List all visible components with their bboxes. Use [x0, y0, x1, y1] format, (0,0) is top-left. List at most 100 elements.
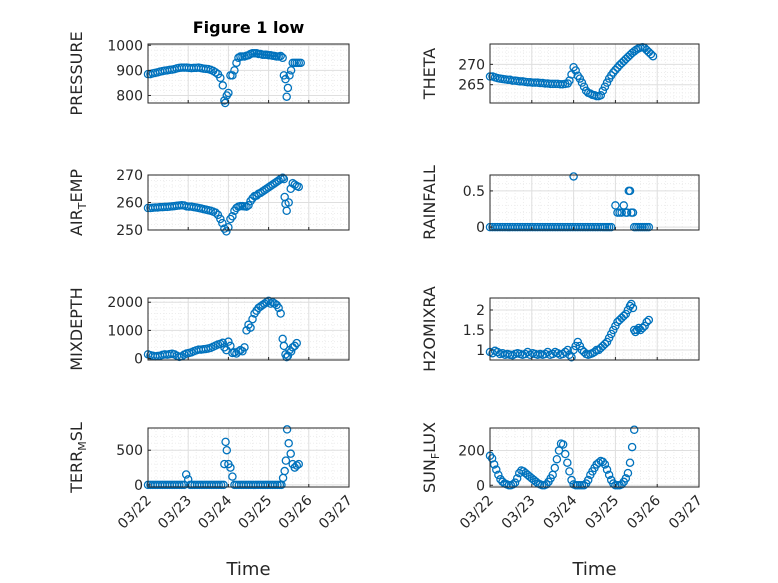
data-point: [596, 91, 606, 100]
data-point: [602, 465, 612, 474]
y-axis-label: AIRTEMP: [67, 169, 89, 236]
y-tick-label: 265: [458, 78, 485, 94]
data-point: [281, 456, 291, 465]
data-point: [232, 203, 241, 213]
subplot-air: 250 260 270 AIRTEMP: [67, 168, 350, 239]
data-point: [280, 466, 289, 476]
data-point: [558, 440, 568, 449]
data-point: [278, 173, 287, 182]
data-point: [284, 198, 293, 207]
data-point: [266, 299, 275, 308]
data-point: [216, 214, 225, 224]
data-point: [494, 470, 503, 480]
data-point: [646, 49, 656, 59]
data-point: [627, 299, 636, 309]
data-point: [569, 345, 578, 355]
data-point: [246, 323, 255, 332]
data-point: [552, 454, 562, 464]
subplot-rainfall: 0 0.5 RAINFALL: [420, 165, 700, 240]
data-point: [623, 468, 633, 478]
data-point: [224, 337, 233, 346]
data-point: [244, 200, 253, 210]
y-tick-label: 200: [458, 444, 485, 460]
axes-box: [489, 297, 700, 361]
data-point: [279, 174, 289, 184]
data-point: [294, 459, 303, 469]
data-point: [183, 475, 193, 484]
data-point: [224, 222, 233, 232]
data-point: [181, 470, 191, 479]
data-point: [604, 333, 614, 343]
data-point: [625, 186, 635, 196]
y-tick-label: 0: [134, 352, 143, 368]
data-point: [579, 481, 589, 490]
data-point: [563, 458, 572, 467]
axes-box: [147, 43, 350, 104]
y-tick-label: 0: [476, 478, 485, 494]
x-axis-label-left: Time: [225, 559, 270, 580]
data-point: [221, 437, 230, 447]
data-point: [577, 78, 587, 87]
data-point: [550, 463, 560, 473]
data-point: [573, 337, 583, 347]
data-point: [234, 53, 243, 63]
data-point: [621, 309, 631, 319]
y-axis-label: THETA: [420, 48, 439, 100]
data-point: [602, 337, 612, 347]
data-point: [628, 208, 638, 217]
data-point: [242, 202, 251, 211]
data-point: [606, 222, 616, 232]
data-point: [218, 81, 228, 90]
data-point: [211, 208, 220, 217]
data-point: [617, 480, 626, 489]
data-point: [294, 182, 303, 192]
data-point: [214, 480, 224, 490]
y-tick-label: 0: [476, 220, 485, 236]
data-point: [228, 71, 237, 80]
data-point: [232, 58, 241, 68]
data-point: [213, 210, 223, 220]
data-point: [609, 325, 618, 335]
data-point: [644, 315, 654, 325]
data-point: [542, 480, 551, 489]
data-point: [629, 325, 639, 335]
data-point: [278, 53, 287, 63]
data-point: [286, 449, 295, 458]
data-point: [211, 68, 220, 77]
data-point: [296, 58, 306, 68]
y-tick-label: 250: [116, 223, 143, 239]
data-point: [569, 172, 578, 181]
data-point: [290, 180, 299, 189]
data-point: [575, 341, 585, 351]
data-point: [222, 445, 232, 455]
data-point: [248, 314, 257, 324]
y-tick-label: 500: [116, 443, 143, 459]
y-axis-label: PRESSURE: [67, 31, 86, 115]
x-axis-label-right: Time: [571, 559, 616, 580]
data-point: [590, 347, 599, 357]
data-point: [571, 341, 580, 351]
y-axis-label: TERRMSL: [67, 422, 89, 494]
subplot-h2omixra: 1 1.5 2 H2OMIXRA: [420, 286, 700, 372]
data-point: [282, 92, 291, 101]
data-point: [560, 449, 570, 459]
data-point: [510, 478, 520, 487]
data-point: [492, 465, 501, 474]
y-tick-label: 2000: [107, 295, 143, 311]
data-point: [282, 425, 292, 434]
axes-box: [147, 297, 350, 361]
y-tick-label: 900: [116, 63, 143, 79]
data-point: [222, 227, 231, 236]
y-tick-label: 1.5: [463, 323, 485, 339]
data-point: [276, 309, 285, 318]
data-point: [600, 460, 610, 469]
data-point: [634, 323, 644, 333]
data-point: [276, 51, 285, 61]
data-point: [493, 347, 502, 357]
data-point: [640, 321, 649, 331]
y-tick-label: 270: [458, 57, 485, 73]
data-point: [508, 480, 518, 489]
y-tick-label: 260: [116, 196, 143, 212]
